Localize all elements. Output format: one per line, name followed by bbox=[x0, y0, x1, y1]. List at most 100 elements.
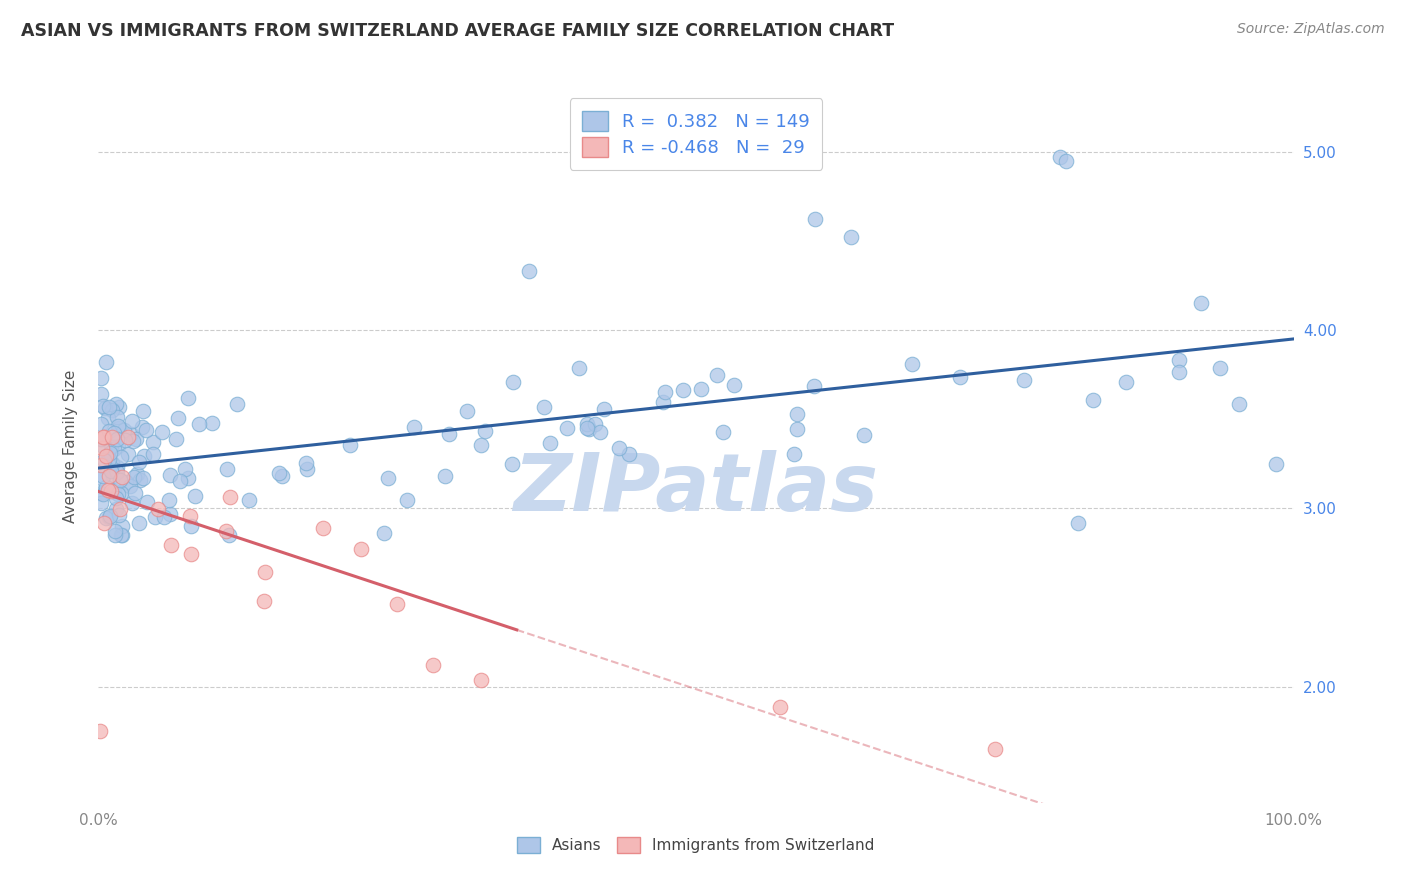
Point bbox=[104, 502, 127, 516]
Point bbox=[177, 471, 200, 485]
Point bbox=[769, 700, 792, 714]
Point bbox=[115, 475, 138, 490]
Point bbox=[174, 461, 197, 475]
Point bbox=[517, 264, 540, 278]
Point bbox=[90, 471, 112, 485]
Point bbox=[96, 480, 118, 494]
Point bbox=[1083, 392, 1105, 407]
Point bbox=[148, 502, 170, 516]
Point bbox=[470, 673, 492, 687]
Point bbox=[110, 528, 132, 542]
Point bbox=[117, 447, 139, 461]
Point bbox=[607, 442, 630, 456]
Point bbox=[91, 486, 114, 500]
Point bbox=[555, 420, 578, 434]
Point bbox=[533, 401, 555, 415]
Point bbox=[901, 357, 924, 371]
Point bbox=[217, 462, 239, 476]
Point bbox=[984, 742, 1007, 756]
Point bbox=[96, 449, 118, 463]
Point bbox=[93, 430, 115, 444]
Point bbox=[108, 401, 131, 415]
Point bbox=[1067, 516, 1090, 530]
Point bbox=[474, 425, 496, 439]
Point bbox=[786, 407, 808, 421]
Point bbox=[583, 417, 606, 431]
Point bbox=[120, 427, 142, 442]
Y-axis label: Average Family Size: Average Family Size bbox=[63, 369, 77, 523]
Point bbox=[97, 510, 120, 524]
Point bbox=[104, 528, 127, 542]
Point bbox=[187, 417, 209, 431]
Point bbox=[105, 465, 128, 479]
Point bbox=[101, 456, 124, 470]
Point bbox=[103, 483, 125, 498]
Point bbox=[253, 594, 276, 608]
Point bbox=[654, 385, 676, 400]
Legend: Asians, Immigrants from Switzerland: Asians, Immigrants from Switzerland bbox=[512, 831, 880, 859]
Point bbox=[218, 528, 240, 542]
Point bbox=[385, 598, 409, 612]
Point bbox=[439, 427, 461, 442]
Point bbox=[128, 516, 150, 530]
Point bbox=[120, 478, 142, 492]
Point bbox=[1227, 397, 1250, 411]
Point bbox=[152, 510, 174, 524]
Point bbox=[589, 425, 612, 439]
Point bbox=[157, 493, 180, 508]
Point bbox=[90, 441, 112, 455]
Point bbox=[98, 400, 121, 414]
Point bbox=[803, 379, 825, 393]
Point bbox=[90, 432, 112, 446]
Point bbox=[1167, 365, 1189, 379]
Point bbox=[98, 424, 121, 438]
Point bbox=[135, 423, 157, 437]
Point bbox=[949, 369, 972, 384]
Point bbox=[114, 434, 136, 448]
Point bbox=[254, 565, 277, 579]
Point bbox=[1014, 373, 1036, 387]
Point bbox=[238, 493, 260, 508]
Point bbox=[105, 460, 128, 475]
Point bbox=[786, 422, 808, 436]
Point bbox=[150, 425, 173, 439]
Point bbox=[105, 491, 128, 505]
Point bbox=[90, 496, 112, 510]
Point bbox=[131, 420, 153, 434]
Point bbox=[125, 467, 148, 481]
Point bbox=[101, 430, 124, 444]
Point bbox=[538, 435, 561, 450]
Point bbox=[179, 508, 201, 523]
Point bbox=[1056, 153, 1078, 168]
Point bbox=[350, 542, 373, 557]
Point bbox=[723, 377, 745, 392]
Point bbox=[93, 516, 115, 531]
Point bbox=[853, 428, 876, 442]
Point bbox=[90, 486, 112, 500]
Point bbox=[108, 501, 131, 516]
Point bbox=[470, 438, 492, 452]
Point bbox=[804, 212, 827, 227]
Point bbox=[422, 657, 444, 672]
Point bbox=[132, 471, 155, 485]
Point bbox=[91, 468, 114, 483]
Point bbox=[125, 433, 148, 447]
Point bbox=[214, 524, 236, 538]
Point bbox=[502, 376, 524, 390]
Point bbox=[107, 508, 129, 522]
Point bbox=[89, 724, 111, 739]
Point bbox=[100, 484, 122, 499]
Point bbox=[91, 430, 114, 444]
Point bbox=[617, 447, 640, 461]
Point bbox=[91, 399, 114, 413]
Point bbox=[90, 458, 112, 472]
Point bbox=[575, 420, 598, 434]
Point bbox=[1189, 296, 1212, 310]
Point bbox=[143, 510, 166, 524]
Point bbox=[373, 525, 395, 540]
Point bbox=[783, 447, 806, 461]
Point bbox=[121, 496, 143, 510]
Point bbox=[110, 528, 132, 542]
Point bbox=[110, 486, 132, 500]
Point bbox=[111, 470, 134, 484]
